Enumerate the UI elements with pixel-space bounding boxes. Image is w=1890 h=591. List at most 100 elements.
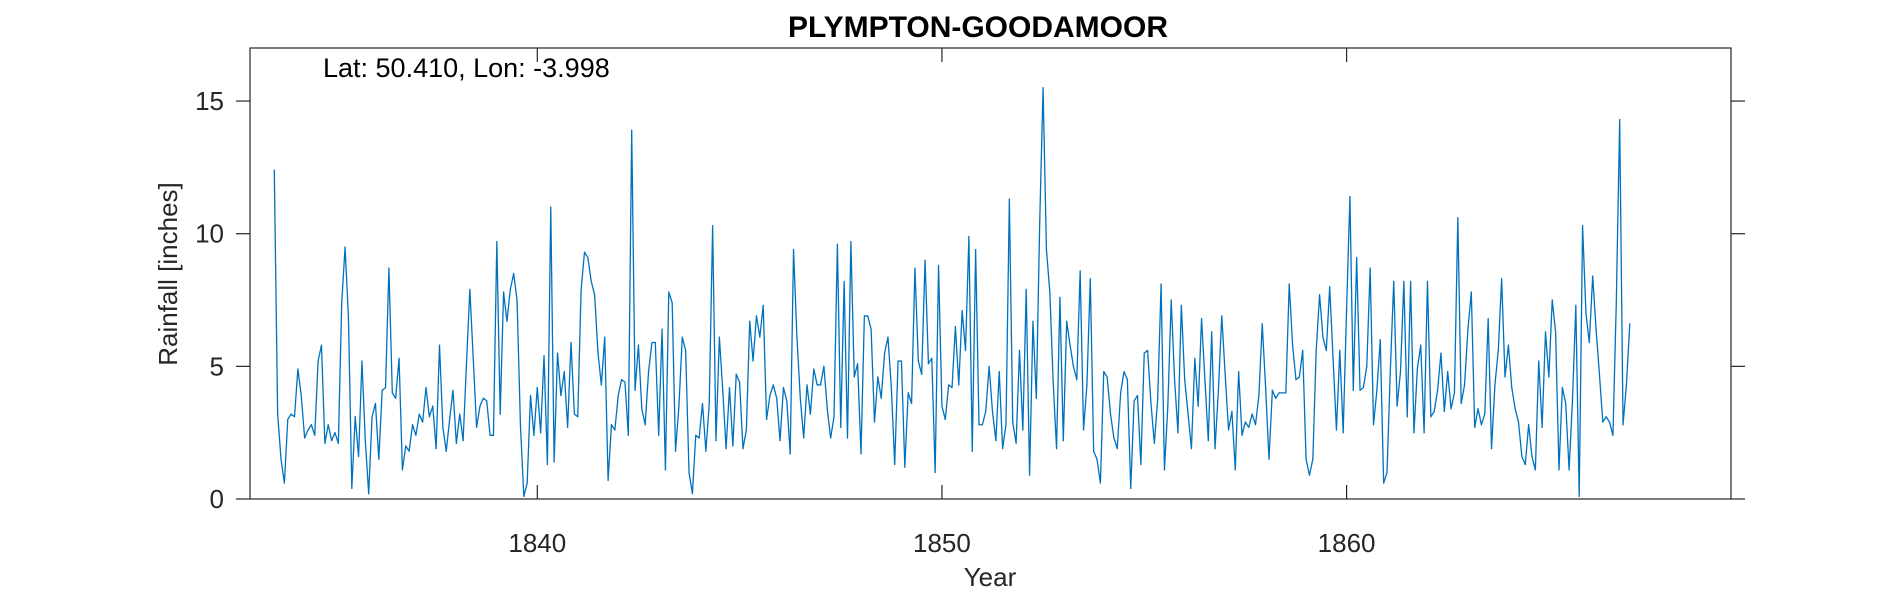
data-point: [1362, 386, 1364, 389]
data-point: [583, 251, 586, 253]
data-point: [661, 328, 663, 330]
data-point: [1410, 280, 1412, 283]
data-point: [1089, 278, 1091, 280]
data-point: [735, 373, 737, 375]
data-point: [1285, 392, 1287, 394]
data-point: [674, 450, 677, 452]
data-point: [1062, 440, 1064, 442]
data-point: [556, 352, 559, 354]
data-point: [550, 206, 552, 208]
data-point: [1602, 421, 1604, 423]
data-point: [1497, 349, 1499, 352]
data-point: [1359, 389, 1361, 391]
data-point: [1622, 424, 1624, 426]
data-point: [1369, 267, 1371, 269]
data-point: [765, 418, 768, 421]
data-point: [1217, 389, 1220, 391]
data-point: [1436, 389, 1439, 391]
data-point: [1190, 447, 1193, 450]
data-point: [1059, 296, 1061, 298]
data-point: [1022, 429, 1024, 431]
data-point: [320, 344, 323, 346]
data-point: [1170, 299, 1172, 301]
data-point: [752, 360, 754, 362]
y-tick-label: 5: [210, 351, 224, 381]
data-point: [985, 410, 987, 413]
data-point: [1389, 368, 1391, 370]
location-annotation: Lat: 50.410, Lon: -3.998: [323, 53, 610, 83]
x-axis-ticks: 1840 1850 1860: [508, 48, 1376, 558]
y-tick-label: 10: [195, 219, 224, 249]
data-point: [1066, 320, 1068, 322]
data-point: [816, 384, 818, 386]
data-point: [469, 288, 471, 291]
data-point: [1484, 413, 1486, 415]
data-point: [853, 376, 855, 378]
data-point: [991, 410, 994, 413]
data-point: [948, 384, 950, 386]
data-point: [1028, 474, 1031, 476]
data-point: [1426, 280, 1429, 283]
data-point: [1453, 392, 1456, 394]
data-point: [1403, 280, 1405, 283]
data-point: [368, 493, 370, 495]
data-point: [937, 264, 940, 267]
data-point: [1399, 371, 1402, 373]
data-point: [1167, 405, 1169, 407]
data-point: [749, 320, 751, 322]
data-point: [1598, 373, 1601, 375]
data-point: [354, 416, 356, 418]
data-point: [1467, 328, 1469, 330]
data-point: [1012, 421, 1014, 423]
data-point: [1625, 384, 1628, 386]
data-point: [1204, 379, 1206, 381]
data-point: [1517, 421, 1520, 423]
data-point: [1234, 469, 1236, 471]
data-point: [772, 384, 774, 386]
data-point: [1325, 349, 1327, 352]
data-point: [1231, 410, 1233, 413]
data-point: [1318, 294, 1321, 296]
data-point: [1507, 344, 1509, 346]
data-point: [1345, 310, 1348, 312]
data-point: [846, 437, 849, 439]
data-point: [1015, 442, 1017, 444]
data-point: [304, 437, 306, 439]
data-point: [927, 363, 930, 365]
data-point: [1265, 386, 1267, 389]
data-point: [725, 447, 727, 450]
data-point: [1595, 328, 1597, 330]
data-point: [809, 413, 812, 415]
data-point: [1511, 386, 1513, 389]
data-point: [995, 440, 997, 442]
data-point: [1187, 413, 1189, 415]
data-point: [290, 413, 292, 415]
data-point: [445, 450, 447, 452]
data-point: [1440, 352, 1442, 354]
data-point: [695, 434, 697, 436]
data-point: [1372, 424, 1375, 426]
data-point: [1136, 394, 1139, 397]
data-point: [870, 328, 872, 330]
data-point: [1052, 381, 1054, 383]
data-point: [1581, 225, 1584, 227]
data-point: [1295, 379, 1297, 381]
data-point: [1339, 349, 1341, 352]
data-point: [1288, 283, 1290, 285]
data-point: [610, 424, 613, 426]
data-point: [1281, 392, 1284, 394]
data-point: [364, 440, 366, 442]
data-point: [361, 360, 363, 362]
data-point: [647, 371, 650, 373]
data-point: [293, 416, 296, 418]
data-point: [594, 294, 596, 296]
data-point: [1315, 349, 1317, 352]
data-point: [428, 416, 430, 418]
data-point: [1106, 376, 1108, 378]
data-point: [921, 373, 923, 375]
data-point: [1120, 392, 1122, 394]
data-point: [523, 495, 525, 497]
data-point: [1541, 426, 1543, 428]
data-point: [964, 349, 967, 352]
